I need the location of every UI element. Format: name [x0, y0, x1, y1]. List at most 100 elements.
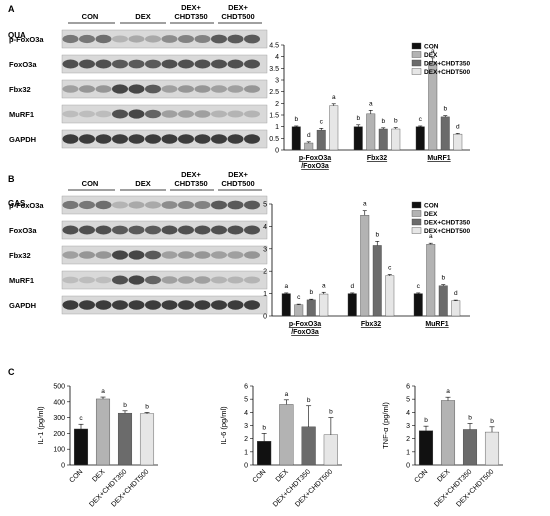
blot-band	[178, 201, 194, 209]
legend-swatch-dex-chdt500	[411, 68, 422, 75]
blot-band	[112, 225, 128, 235]
panel-letter-a: A	[8, 4, 15, 14]
significance-letter: b	[329, 409, 333, 416]
blot-band	[227, 300, 244, 310]
bar-con-murf1	[415, 126, 425, 151]
blot-band	[62, 225, 79, 235]
significance-letter: b	[145, 403, 149, 410]
y-tick-label: 1	[263, 291, 267, 298]
blot-band	[244, 85, 260, 93]
y-tick-label: 3	[406, 423, 410, 430]
blot-band	[79, 34, 95, 44]
y-tick-label: 2	[263, 269, 267, 276]
blot-header-dex350-l1: DEX+	[181, 170, 201, 179]
blot-band	[62, 276, 79, 284]
legend-swatch-dex	[411, 210, 422, 217]
blot-header-dex500-l1: DEX+	[228, 3, 248, 12]
blot-band	[178, 251, 194, 259]
blot-band	[194, 225, 211, 235]
panel-letter-b: B	[8, 174, 15, 184]
legend-swatch-dex-chdt350	[411, 218, 422, 226]
bar-dex-chdt350	[301, 426, 316, 466]
significance-letter: a	[431, 48, 435, 55]
bar-dex-chdt350-fbx32	[372, 245, 382, 317]
bar-dex-murf1	[426, 244, 436, 317]
significance-letter: b	[490, 418, 494, 425]
x-category-label: MuRF1	[425, 321, 448, 328]
blot-band	[194, 276, 211, 284]
y-tick-label: 6	[406, 384, 410, 391]
bar-con	[257, 441, 272, 466]
significance-letter: b	[443, 106, 447, 113]
blot-band	[112, 35, 128, 43]
blot-band	[95, 59, 112, 69]
x-category-label: p-FoxO3a	[289, 321, 321, 328]
legend-label-dex: DEX	[424, 52, 438, 59]
blot-band	[244, 225, 260, 235]
bar-dex-chdt350-murf1	[438, 285, 448, 317]
blot-band	[145, 35, 161, 43]
bar-con-p-foxo3a-foxo3a	[281, 293, 291, 317]
legend-label-con: CON	[424, 44, 439, 51]
y-tick-label: 4.5	[269, 43, 279, 50]
y-tick-label: 200	[53, 431, 65, 438]
blot-header-dex350-l2: CHDT350	[174, 179, 207, 188]
blot-band	[79, 59, 95, 69]
blot-band	[211, 276, 227, 284]
blot-band	[161, 201, 178, 209]
blot-band	[112, 109, 128, 119]
blot-band	[211, 200, 227, 210]
tissue-label-qua: QUA	[8, 31, 26, 40]
blot-band	[95, 110, 112, 118]
bar-dex-chdt500-fbx32	[385, 275, 395, 317]
significance-letter: b	[381, 118, 385, 125]
significance-letter: a	[429, 233, 433, 240]
significance-letter: a	[284, 283, 288, 290]
blot-band	[112, 84, 128, 94]
blot-band	[227, 225, 244, 235]
bar-dex-chdt500-murf1	[453, 133, 463, 151]
blot-band	[95, 300, 112, 310]
blot-band	[211, 134, 227, 144]
blot-band	[62, 200, 79, 210]
blot-band	[161, 251, 178, 259]
blot-row-label-foxo3a: FoxO3a	[9, 60, 37, 69]
blot-band	[194, 251, 211, 259]
bar-dex-chdt350	[117, 412, 133, 466]
blot-row-label-murf1: MuRF1	[9, 110, 34, 119]
blot-band	[145, 275, 161, 285]
blot-band	[227, 85, 244, 93]
blot-header-dex500-l2: CHDT500	[221, 12, 254, 21]
blot-band	[194, 35, 211, 43]
y-tick-label: 4	[406, 410, 410, 417]
blot-header-dex350-l2: CHDT350	[174, 12, 207, 21]
blot-band	[95, 276, 112, 284]
blot-band	[244, 134, 260, 144]
significance-letter: b	[356, 115, 360, 122]
significance-letter: b	[309, 289, 313, 296]
blot-band	[95, 225, 112, 235]
significance-letter: a	[322, 282, 326, 289]
blot-band	[62, 110, 79, 118]
bar-con	[418, 430, 434, 466]
blot-header-dex350-l1: DEX+	[181, 3, 201, 12]
y-axis-label: IL-1 (pg/ml)	[36, 406, 45, 445]
bar-dex-chdt350	[462, 429, 478, 466]
significance-letter: d	[350, 283, 354, 290]
blot-band	[211, 59, 227, 69]
y-tick-label: 400	[53, 399, 65, 406]
blot-band	[211, 34, 227, 44]
legend-label-dex-chdt350: DEX+CHDT350	[424, 220, 470, 227]
blot-band	[79, 85, 95, 93]
blot-band	[227, 134, 244, 144]
blot-band	[95, 200, 112, 210]
blot-band	[128, 250, 145, 260]
y-tick-label: 4	[263, 224, 267, 231]
blot-band	[161, 35, 178, 43]
y-tick-label: 2.5	[269, 89, 279, 96]
bar-dex-chdt350-murf1	[440, 116, 450, 151]
y-tick-label: 3	[244, 423, 248, 430]
